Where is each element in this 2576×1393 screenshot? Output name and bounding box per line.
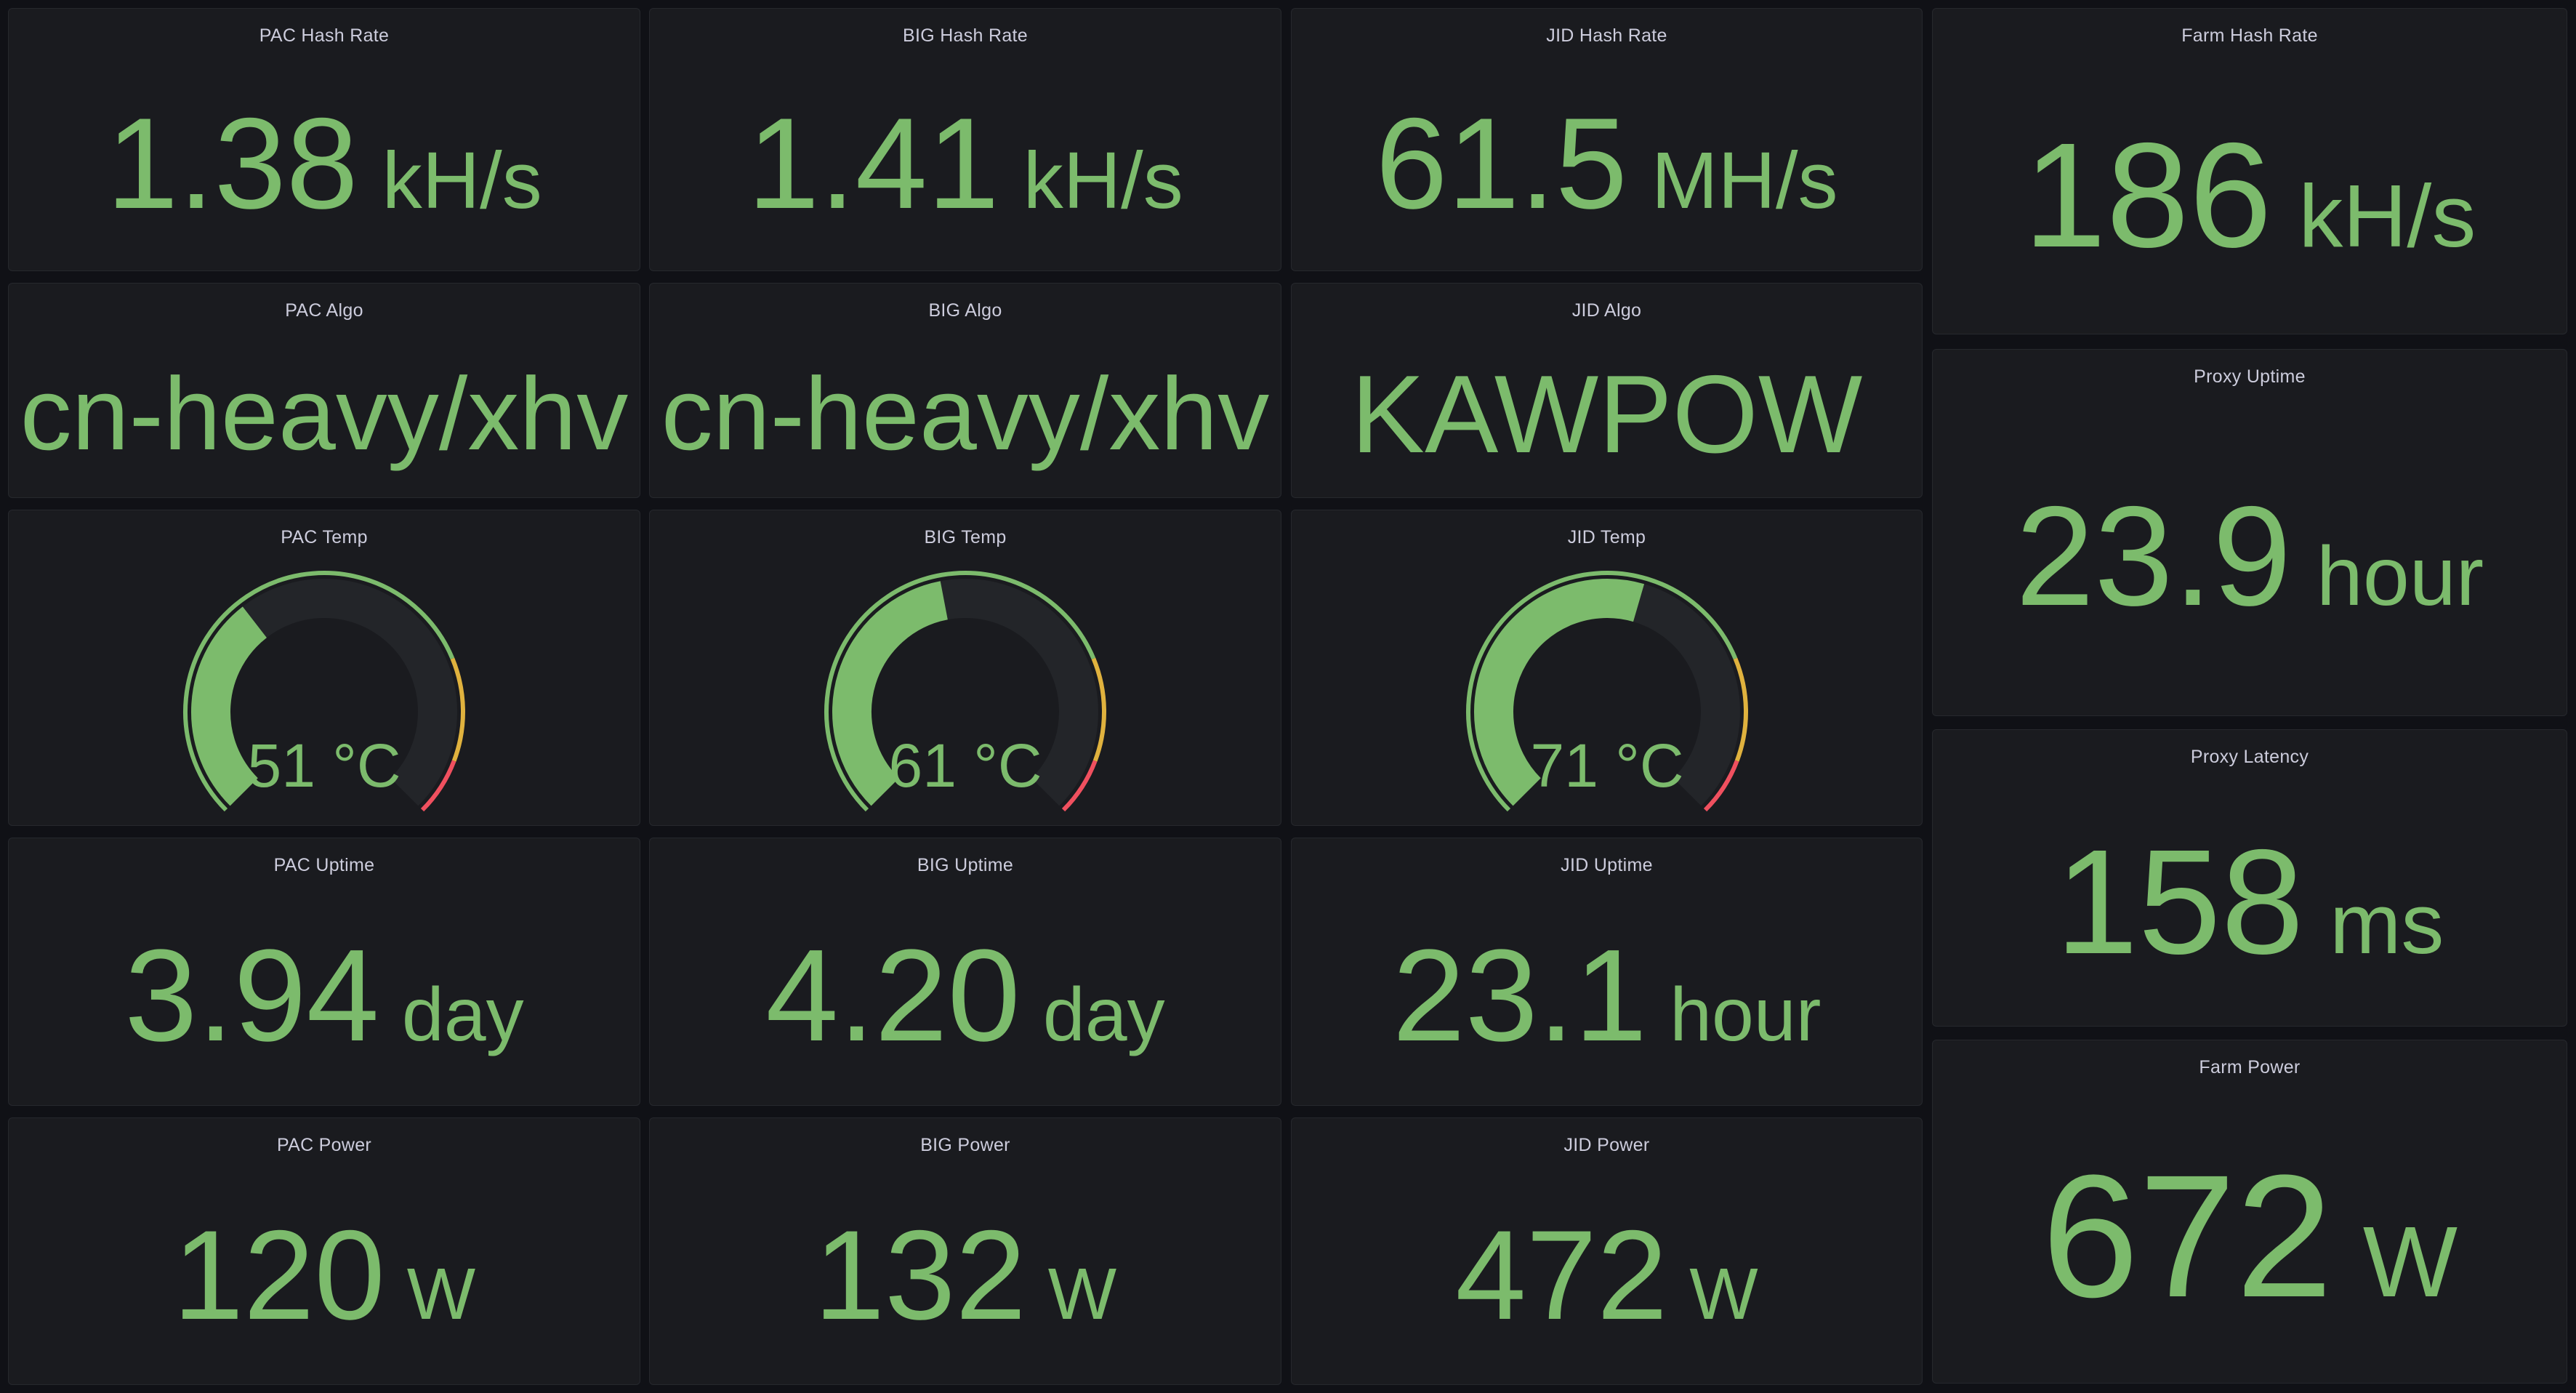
stat-value: 186 kH/s (2024, 121, 2476, 270)
panel-pac-hash-rate: PAC Hash Rate 1.38 kH/s (8, 8, 640, 271)
stat-unit: hour (1670, 972, 1822, 1057)
stat-value: cn-heavy/xhv (20, 356, 629, 472)
stat-unit: day (401, 972, 524, 1057)
stat-value: 61.5 MH/s (1375, 99, 1838, 228)
svg-text:51 °C: 51 °C (247, 731, 401, 800)
panel-title[interactable]: BIG Uptime (917, 854, 1014, 875)
stat-value: 1.41 kH/s (747, 99, 1183, 228)
panel-title[interactable]: JID Hash Rate (1546, 25, 1667, 46)
stat-unit: W (1689, 1253, 1758, 1335)
stat-unit: day (1042, 972, 1165, 1057)
stat-value: 158 ms (2056, 827, 2444, 976)
stat-number: 472 (1455, 1204, 1668, 1346)
panel-pac-power: PAC Power 120 W (8, 1117, 640, 1385)
panel-proxy-latency: Proxy Latency 158 ms (1932, 729, 2567, 1027)
panel-title[interactable]: PAC Hash Rate (259, 25, 390, 46)
stat-number: 23.1 (1392, 922, 1647, 1069)
panel-jid-power: JID Power 472 W (1291, 1117, 1923, 1385)
panel-jid-hash-rate: JID Hash Rate 61.5 MH/s (1291, 8, 1923, 271)
panel-title[interactable]: Proxy Uptime (2194, 366, 2306, 387)
panel-title[interactable]: PAC Power (276, 1134, 372, 1155)
column-farm: Farm Hash Rate 186 kH/s Proxy Uptime 23.… (1932, 8, 2567, 1384)
stat-value: 23.9 hour (2016, 486, 2484, 627)
stat-unit: kH/s (382, 136, 542, 225)
stat-value: 120 W (173, 1212, 475, 1339)
temp-gauge: 51 °C (179, 569, 470, 816)
temp-gauge: 71 °C (1462, 569, 1752, 816)
stat-number: 23.9 (2015, 477, 2292, 635)
panel-jid-uptime: JID Uptime 23.1 hour (1291, 838, 1923, 1106)
panel-jid-algo: JID Algo KAWPOW (1291, 283, 1923, 498)
stat-number: 186 (2023, 112, 2272, 278)
panel-title[interactable]: BIG Hash Rate (902, 25, 1029, 46)
stat-value: 672 W (2042, 1149, 2458, 1323)
panel-pac-uptime: PAC Uptime 3.94 day (8, 838, 640, 1106)
panel-farm-hash-rate: Farm Hash Rate 186 kH/s (1932, 8, 2567, 334)
stat-number: 132 (813, 1204, 1026, 1346)
panel-pac-temp: PAC Temp 51 °C (8, 510, 640, 826)
stat-number: 3.94 (124, 922, 379, 1069)
panel-title[interactable]: JID Uptime (1561, 854, 1653, 875)
stat-number: 120 (172, 1204, 385, 1346)
stat-unit: hour (2316, 530, 2484, 623)
stat-unit: MH/s (1651, 136, 1838, 225)
svg-text:71 °C: 71 °C (1530, 731, 1683, 800)
stat-value: 132 W (814, 1212, 1116, 1339)
panel-big-power: BIG Power 132 W (649, 1117, 1281, 1385)
panel-big-algo: BIG Algo cn-heavy/xhv (649, 283, 1281, 498)
stat-unit: kH/s (2298, 166, 2476, 265)
stat-number: 61.5 (1375, 91, 1627, 236)
panel-title[interactable]: BIG Temp (924, 526, 1007, 547)
stat-value: KAWPOW (1351, 353, 1863, 476)
panel-title[interactable]: Farm Power (2199, 1056, 2301, 1077)
stat-unit: kH/s (1023, 136, 1183, 225)
stat-number: 1.41 (747, 91, 999, 236)
panel-title[interactable]: Proxy Latency (2190, 746, 2309, 767)
stat-number: 1.38 (106, 91, 358, 236)
stat-value: cn-heavy/xhv (661, 356, 1270, 472)
svg-text:61 °C: 61 °C (888, 731, 1042, 800)
stat-value: 4.20 day (765, 922, 1165, 1069)
panel-title[interactable]: PAC Algo (285, 300, 363, 321)
temp-gauge: 61 °C (820, 569, 1111, 816)
stat-number: 158 (2055, 819, 2304, 985)
stat-unit: ms (2330, 876, 2444, 972)
stat-value: 472 W (1455, 1212, 1758, 1339)
panel-big-uptime: BIG Uptime 4.20 day (649, 838, 1281, 1106)
panel-title[interactable]: BIG Power (920, 1134, 1010, 1155)
stat-value: 1.38 kH/s (106, 99, 542, 228)
panel-pac-algo: PAC Algo cn-heavy/xhv (8, 283, 640, 498)
stat-unit: W (406, 1253, 476, 1335)
panel-title[interactable]: BIG Algo (928, 300, 1002, 321)
panel-farm-power: Farm Power 672 W (1932, 1040, 2567, 1384)
panel-title[interactable]: JID Algo (1571, 300, 1642, 321)
panel-big-temp: BIG Temp 61 °C (649, 510, 1281, 826)
panel-big-hash-rate: BIG Hash Rate 1.41 kH/s (649, 8, 1281, 271)
stat-unit: W (2362, 1205, 2458, 1318)
stat-value: 23.1 hour (1392, 922, 1822, 1069)
column-jid: JID Hash Rate 61.5 MH/s JID Algo KAWPOW … (1291, 8, 1923, 1385)
stat-unit: W (1047, 1253, 1117, 1335)
panel-title[interactable]: JID Power (1563, 1134, 1650, 1155)
panel-title[interactable]: PAC Temp (281, 526, 368, 547)
panel-proxy-uptime: Proxy Uptime 23.9 hour (1932, 349, 2567, 716)
panel-title[interactable]: JID Temp (1567, 526, 1646, 547)
panel-title[interactable]: Farm Hash Rate (2181, 25, 2318, 46)
column-pac: PAC Hash Rate 1.38 kH/s PAC Algo cn-heav… (8, 8, 640, 1385)
panel-title[interactable]: PAC Uptime (273, 854, 375, 875)
panel-jid-temp: JID Temp 71 °C (1291, 510, 1923, 826)
stat-number: 4.20 (765, 922, 1021, 1069)
column-big: BIG Hash Rate 1.41 kH/s BIG Algo cn-heav… (649, 8, 1281, 1385)
stat-number: 672 (2041, 1138, 2333, 1333)
stat-value: 3.94 day (124, 922, 524, 1069)
